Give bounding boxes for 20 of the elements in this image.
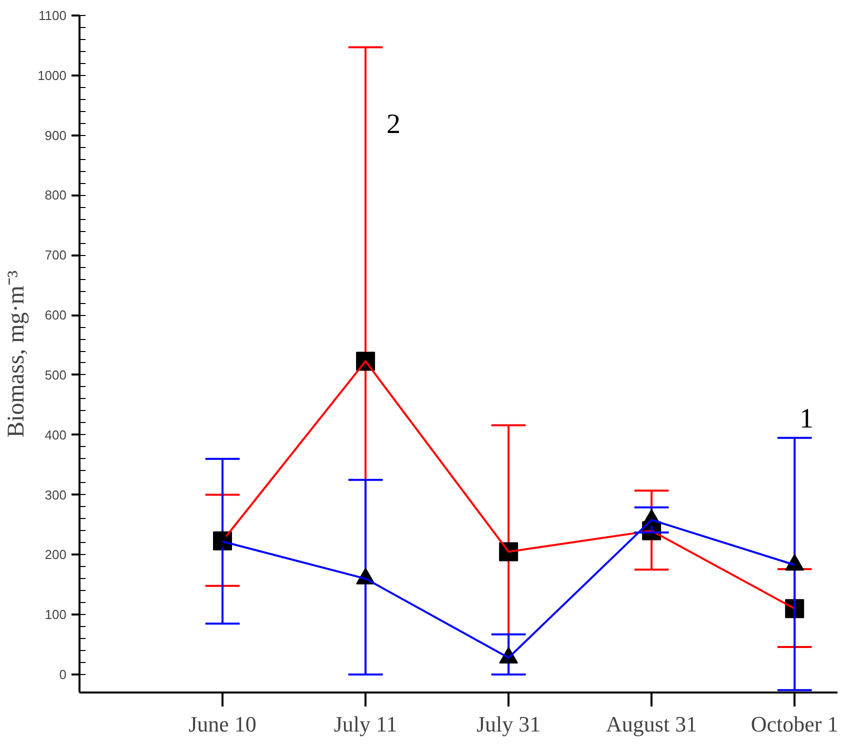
y-tick-label: 1000 xyxy=(38,68,66,83)
y-tick-label: 1100 xyxy=(38,8,67,23)
y-tick-label: 300 xyxy=(44,487,67,502)
y-tick-label: 700 xyxy=(44,248,67,263)
y-tick-label: 100 xyxy=(44,607,67,622)
x-tick-label: July 11 xyxy=(334,712,398,736)
y-axis-title: Biomass, mg·m⁻³ xyxy=(4,270,30,438)
annotation: 1 xyxy=(800,404,814,434)
y-tick-label: 400 xyxy=(44,427,67,442)
annotation: 2 xyxy=(386,108,401,140)
x-tick-label: October 1 xyxy=(750,712,838,736)
y-tick-label: 600 xyxy=(44,308,67,323)
y-tick-label: 900 xyxy=(44,128,67,143)
x-tick-label: July 31 xyxy=(476,712,541,736)
y-tick-label: 0 xyxy=(59,667,67,682)
y-tick-label: 500 xyxy=(44,367,67,382)
x-tick-label: August 31 xyxy=(606,712,698,736)
y-tick-label: 800 xyxy=(44,188,67,203)
x-tick-label: June 10 xyxy=(188,712,256,736)
y-tick-label: 200 xyxy=(44,547,67,562)
